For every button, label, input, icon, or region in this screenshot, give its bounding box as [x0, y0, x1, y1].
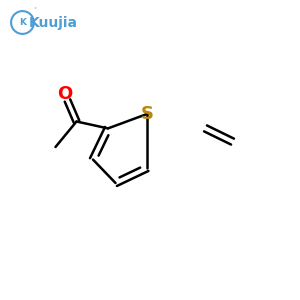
Text: O: O [57, 85, 72, 103]
Text: K: K [19, 18, 26, 27]
Text: °: ° [33, 8, 36, 13]
Text: S: S [140, 105, 154, 123]
Text: Kuujia: Kuujia [29, 16, 78, 29]
